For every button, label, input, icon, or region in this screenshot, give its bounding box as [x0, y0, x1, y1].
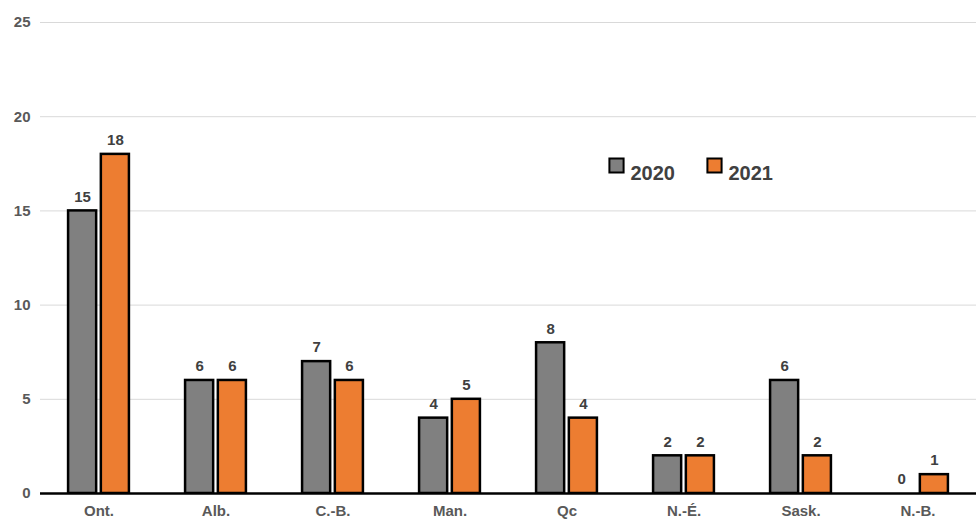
svg-text:5: 5	[22, 390, 30, 407]
svg-text:5: 5	[462, 376, 470, 393]
svg-text:Ont.: Ont.	[84, 502, 114, 519]
svg-text:N.-É.: N.-É.	[667, 502, 701, 519]
svg-text:1: 1	[930, 451, 938, 468]
svg-text:0: 0	[22, 484, 30, 501]
svg-text:4: 4	[429, 395, 438, 412]
svg-text:10: 10	[14, 296, 31, 313]
svg-text:20: 20	[14, 108, 31, 125]
svg-text:6: 6	[228, 357, 236, 374]
svg-text:2021: 2021	[729, 162, 774, 184]
svg-text:6: 6	[195, 357, 203, 374]
svg-text:0: 0	[897, 470, 905, 487]
svg-text:18: 18	[107, 131, 124, 148]
svg-text:25: 25	[14, 13, 31, 30]
svg-text:6: 6	[345, 357, 353, 374]
svg-text:Sask.: Sask.	[781, 502, 820, 519]
svg-text:N.-B.: N.-B.	[901, 502, 936, 519]
svg-text:Alb.: Alb.	[202, 502, 230, 519]
svg-text:2: 2	[663, 433, 671, 450]
svg-text:2: 2	[813, 433, 821, 450]
svg-text:2: 2	[696, 433, 704, 450]
svg-text:15: 15	[74, 188, 91, 205]
svg-text:15: 15	[14, 202, 31, 219]
svg-text:6: 6	[780, 357, 788, 374]
svg-text:Man.: Man.	[433, 502, 467, 519]
svg-text:Qc: Qc	[557, 502, 577, 519]
svg-text:7: 7	[312, 338, 320, 355]
svg-text:8: 8	[546, 320, 554, 337]
svg-text:C.-B.: C.-B.	[316, 502, 351, 519]
svg-text:2020: 2020	[631, 162, 676, 184]
svg-text:4: 4	[579, 395, 588, 412]
